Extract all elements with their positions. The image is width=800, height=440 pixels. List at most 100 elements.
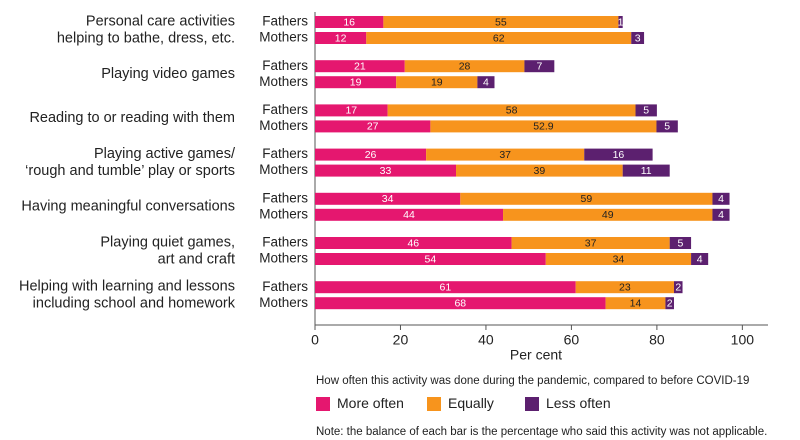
- legend-label: Equally: [448, 395, 494, 411]
- value-label: 46: [407, 237, 419, 249]
- bar-segment: [691, 253, 709, 265]
- bar-segment: [315, 32, 367, 44]
- bar-segment: [315, 120, 431, 133]
- x-axis-label: Per cent: [510, 347, 562, 363]
- group-label: Fathers: [262, 235, 308, 250]
- bar-segment: [315, 16, 384, 28]
- bar-segment: [396, 76, 478, 89]
- category-label: helping to bathe, dress, etc.: [57, 30, 235, 46]
- value-label: 37: [499, 149, 511, 161]
- value-label: 61: [440, 281, 452, 293]
- bar-segment: [315, 148, 427, 161]
- bar-segment: [511, 237, 670, 249]
- value-label: 16: [343, 16, 355, 28]
- bar-segment: [712, 192, 730, 205]
- value-label: 4: [718, 209, 724, 221]
- group-label: Mothers: [259, 251, 308, 266]
- bar-segment: [545, 253, 692, 265]
- value-label: 44: [403, 209, 415, 221]
- group-label: Fathers: [262, 146, 308, 161]
- value-label: 14: [630, 297, 642, 309]
- value-label: 12: [335, 32, 347, 44]
- bar-segment: [315, 253, 546, 265]
- category-label: Playing video games: [101, 66, 235, 82]
- legend-title: How often this activity was done during …: [316, 375, 749, 387]
- group-label: Fathers: [262, 190, 308, 205]
- bar-segment: [712, 208, 730, 221]
- legend-swatch: [427, 397, 441, 411]
- bar-segment: [477, 76, 495, 89]
- group-label: Fathers: [262, 279, 308, 294]
- bar-segment: [387, 104, 636, 117]
- value-label: 52.9: [533, 121, 554, 133]
- bar-segment: [669, 237, 692, 249]
- bar-segment: [315, 237, 512, 249]
- value-label: 5: [664, 121, 670, 133]
- value-label: 2: [675, 281, 681, 293]
- bar-segment: [315, 76, 397, 89]
- bar-segment: [315, 60, 405, 73]
- value-label: 62: [493, 32, 505, 44]
- group-label: Fathers: [262, 58, 308, 73]
- category-label: Helping with learning and lessons: [19, 279, 235, 295]
- x-tick-label: 20: [393, 332, 409, 348]
- value-label: 37: [585, 237, 597, 249]
- bar-segment: [315, 297, 606, 310]
- value-label: 11: [641, 165, 652, 177]
- value-label: 21: [354, 60, 366, 72]
- group-label: Mothers: [259, 206, 308, 221]
- bar-segment: [404, 60, 525, 73]
- value-label: 2: [667, 297, 673, 309]
- value-label: 49: [602, 209, 614, 221]
- group-label: Mothers: [259, 74, 308, 89]
- value-label: 1: [618, 16, 624, 28]
- bar-segment: [460, 192, 713, 205]
- x-tick-label: 60: [564, 332, 580, 348]
- bar-segment: [315, 281, 576, 294]
- group-label: Mothers: [259, 162, 308, 177]
- group-label: Mothers: [259, 30, 308, 45]
- value-label: 33: [380, 165, 392, 177]
- legend-swatch: [316, 397, 330, 411]
- bar-segment: [315, 208, 504, 221]
- legend-swatch: [525, 397, 539, 411]
- bar-segment: [456, 164, 623, 177]
- note: Note: the balance of each bar is the per…: [316, 426, 767, 438]
- value-label: 19: [431, 76, 443, 88]
- bar-segment: [315, 104, 388, 117]
- value-label: 39: [534, 165, 546, 177]
- value-label: 7: [536, 60, 542, 72]
- x-tick-label: 80: [649, 332, 665, 348]
- bar-segment: [618, 16, 623, 28]
- bar-segment: [622, 164, 670, 177]
- bar-segment: [665, 297, 674, 310]
- category-label: Reading to or reading with them: [29, 110, 235, 126]
- bar-segment: [366, 32, 632, 44]
- bar-segment: [524, 60, 555, 73]
- category-label: Personal care activities: [86, 13, 235, 29]
- bar-segment: [673, 281, 683, 294]
- value-label: 19: [350, 76, 362, 88]
- value-label: 34: [382, 193, 394, 205]
- category-label: Playing active games/: [94, 146, 236, 162]
- bar-segment: [315, 164, 457, 177]
- group-label: Fathers: [262, 14, 308, 29]
- value-label: 17: [345, 105, 357, 117]
- category-label: ‘rough and tumble’ play or sports: [25, 163, 235, 179]
- x-tick-label: 100: [731, 332, 755, 348]
- bar-segment: [631, 32, 645, 44]
- bar-segment: [584, 148, 653, 161]
- value-label: 34: [613, 253, 625, 265]
- legend-label: Less often: [546, 395, 611, 411]
- value-label: 16: [613, 149, 625, 161]
- bar-segment: [430, 120, 657, 133]
- bar-segment: [426, 148, 585, 161]
- value-label: 54: [425, 253, 437, 265]
- bar-segment: [605, 297, 666, 310]
- value-label: 28: [459, 60, 471, 72]
- value-label: 59: [581, 193, 593, 205]
- value-label: 58: [506, 105, 518, 117]
- bar-segment: [656, 120, 678, 133]
- value-label: 5: [677, 237, 683, 249]
